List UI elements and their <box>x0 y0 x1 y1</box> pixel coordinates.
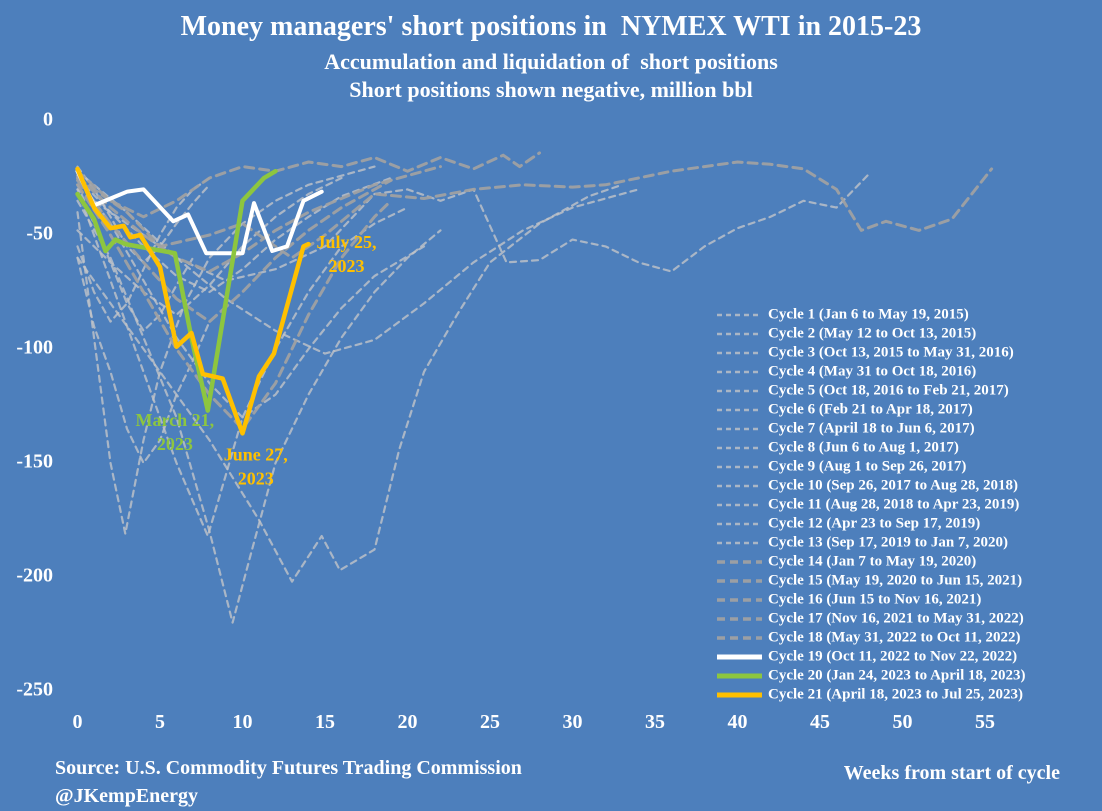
legend-label-cycle-7: Cycle 7 (April 18 to Jun 6, 2017) <box>768 420 975 436</box>
legend-label-cycle-19: Cycle 19 (Oct 11, 2022 to Nov 22, 2022) <box>768 648 1017 664</box>
cycle-19-line <box>75 169 324 256</box>
cycle-16-line <box>76 165 442 273</box>
cycle-2-line <box>76 199 442 624</box>
source-attribution: Source: U.S. Commodity Futures Trading C… <box>55 757 522 779</box>
legend-label-cycle-21: Cycle 21 (April 18, 2023 to Jul 25, 2023… <box>768 686 1023 702</box>
legend-label-cycle-20: Cycle 20 (Jan 24, 2023 to April 18, 2023… <box>768 667 1025 683</box>
author-handle: @JKempEnergy <box>55 785 199 807</box>
x-tick-30: 30 <box>563 711 583 733</box>
legend-item-cycle-9: Cycle 9 (Aug 1 to Sep 26, 2017) <box>717 458 966 474</box>
annotation-june-27-2023-line-2: 2023 <box>238 468 274 488</box>
cycle-20-line <box>75 168 278 413</box>
cycle-21-line <box>75 166 311 436</box>
y-tick-0: 0 <box>43 109 53 131</box>
legend-label-cycle-11: Cycle 11 (Aug 28, 2018 to Apr 23, 2019) <box>768 496 1019 512</box>
y-tick--200: -200 <box>16 565 53 587</box>
legend-label-cycle-16: Cycle 16 (Jun 15 to Nov 16, 2021) <box>768 591 981 607</box>
legend-item-cycle-3: Cycle 3 (Oct 13, 2015 to May 31, 2016) <box>717 344 1014 360</box>
legend-item-cycle-17: Cycle 17 (Nov 16, 2021 to May 31, 2022) <box>717 610 1024 626</box>
legend-label-cycle-9: Cycle 9 (Aug 1 to Sep 26, 2017) <box>768 458 966 474</box>
legend-item-cycle-20: Cycle 20 (Jan 24, 2023 to April 18, 2023… <box>717 667 1025 683</box>
legend-label-cycle-8: Cycle 8 (Jun 6 to Aug 1, 2017) <box>768 439 959 455</box>
legend-item-cycle-18: Cycle 18 (May 31, 2022 to Oct 11, 2022) <box>717 629 1020 645</box>
legend-label-cycle-14: Cycle 14 (Jan 7 to May 19, 2020) <box>768 553 976 569</box>
x-tick-5: 5 <box>155 711 165 733</box>
legend-item-cycle-6: Cycle 6 (Feb 21 to Apr 18, 2017) <box>717 401 973 417</box>
annotation-july-25-2023: July 25, 2023 <box>316 232 376 276</box>
legend-item-cycle-4: Cycle 4 (May 31 to Oct 18, 2016) <box>717 363 976 379</box>
legend-label-cycle-15: Cycle 15 (May 19, 2020 to Jun 15, 2021) <box>768 572 1022 588</box>
y-tick--100: -100 <box>16 337 53 359</box>
cycle-9-line <box>76 176 211 323</box>
legend-label-cycle-2: Cycle 2 (May 12 to Oct 13, 2015) <box>768 325 976 341</box>
cycle-14-line <box>76 183 393 431</box>
legend-item-cycle-13: Cycle 13 (Sep 17, 2019 to Jan 7, 2020) <box>717 534 1008 550</box>
x-tick-40: 40 <box>728 711 748 733</box>
y-tick--150: -150 <box>16 451 53 473</box>
chart-subtitle-1: Accumulation and liquidation of short po… <box>324 49 778 74</box>
legend-label-cycle-5: Cycle 5 (Oct 18, 2016 to Feb 21, 2017) <box>768 382 1009 398</box>
cycle-4-line <box>76 188 409 538</box>
x-tick-35: 35 <box>645 711 665 733</box>
legend-item-cycle-10: Cycle 10 (Sep 26, 2017 to Aug 28, 2018) <box>717 477 1018 493</box>
chart-subtitle-2: Short positions shown negative, million … <box>349 77 753 102</box>
x-tick-20: 20 <box>398 711 418 733</box>
x-tick-50: 50 <box>893 711 913 733</box>
legend-item-cycle-21: Cycle 21 (April 18, 2023 to Jul 25, 2023… <box>717 686 1023 702</box>
legend-label-cycle-10: Cycle 10 (Sep 26, 2017 to Aug 28, 2018) <box>768 477 1018 493</box>
legend-item-cycle-14: Cycle 14 (Jan 7 to May 19, 2020) <box>717 553 976 569</box>
y-tick--250: -250 <box>16 679 53 701</box>
x-tick-55: 55 <box>975 711 995 733</box>
y-tick--50: -50 <box>26 223 53 245</box>
cycle-10-line <box>76 172 871 282</box>
legend-label-cycle-12: Cycle 12 (Apr 23 to Sep 17, 2019) <box>768 515 980 531</box>
x-tick-25: 25 <box>480 711 500 733</box>
x-tick-0: 0 <box>73 711 83 733</box>
annotation-march-21-2023: March 21, 2023 <box>136 410 215 454</box>
cycle-15-line <box>76 160 994 260</box>
annotation-july-25-2023-line-2: 2023 <box>328 256 364 276</box>
annotation-march-21-2023-line-1: March 21, <box>136 410 215 430</box>
legend-label-cycle-6: Cycle 6 (Feb 21 to Apr 18, 2017) <box>768 401 973 417</box>
legend-item-cycle-16: Cycle 16 (Jun 15 to Nov 16, 2021) <box>717 591 981 607</box>
legend-item-cycle-1: Cycle 1 (Jan 6 to May 19, 2015) <box>717 306 969 322</box>
chart-title: Money managers' short positions in NYMEX… <box>180 11 922 42</box>
legend-item-cycle-8: Cycle 8 (Jun 6 to Aug 1, 2017) <box>717 439 959 455</box>
legend-label-cycle-1: Cycle 1 (Jan 6 to May 19, 2015) <box>768 306 969 322</box>
cycle-18-line <box>76 178 393 324</box>
x-tick-10: 10 <box>233 711 253 733</box>
legend-item-cycle-5: Cycle 5 (Oct 18, 2016 to Feb 21, 2017) <box>717 382 1009 398</box>
annotation-june-27-2023-line-1: June 27, <box>224 444 288 464</box>
x-tick-45: 45 <box>810 711 830 733</box>
annotation-march-21-2023-line-2: 2023 <box>157 434 193 454</box>
legend-item-cycle-15: Cycle 15 (May 19, 2020 to Jun 15, 2021) <box>717 572 1022 588</box>
legend-label-cycle-17: Cycle 17 (Nov 16, 2021 to May 31, 2022) <box>768 610 1024 626</box>
legend-item-cycle-12: Cycle 12 (Apr 23 to Sep 17, 2019) <box>717 515 980 531</box>
cycle-3-line <box>76 183 624 583</box>
x-axis-title: Weeks from start of cycle <box>843 762 1060 784</box>
legend-label-cycle-18: Cycle 18 (May 31, 2022 to Oct 11, 2022) <box>768 629 1020 645</box>
legend-label-cycle-4: Cycle 4 (May 31 to Oct 18, 2016) <box>768 363 976 379</box>
annotation-july-25-2023-line-1: July 25, <box>316 232 376 252</box>
annotation-june-27-2023: June 27, 2023 <box>224 444 288 488</box>
legend-item-cycle-7: Cycle 7 (April 18 to Jun 6, 2017) <box>717 420 975 436</box>
cycle-8-line <box>76 256 211 465</box>
legend-item-cycle-2: Cycle 2 (May 12 to Oct 13, 2015) <box>717 325 976 341</box>
cycle-5-line <box>76 165 376 535</box>
legend-label-cycle-13: Cycle 13 (Sep 17, 2019 to Jan 7, 2020) <box>768 534 1008 550</box>
cycle-12-line <box>76 176 426 419</box>
x-tick-15: 15 <box>315 711 335 733</box>
cycle-13-line <box>76 176 343 316</box>
legend-item-cycle-19: Cycle 19 (Oct 11, 2022 to Nov 22, 2022) <box>717 648 1017 664</box>
legend-item-cycle-11: Cycle 11 (Aug 28, 2018 to Apr 23, 2019) <box>717 496 1019 512</box>
legend-label-cycle-3: Cycle 3 (Oct 13, 2015 to May 31, 2016) <box>768 344 1014 360</box>
